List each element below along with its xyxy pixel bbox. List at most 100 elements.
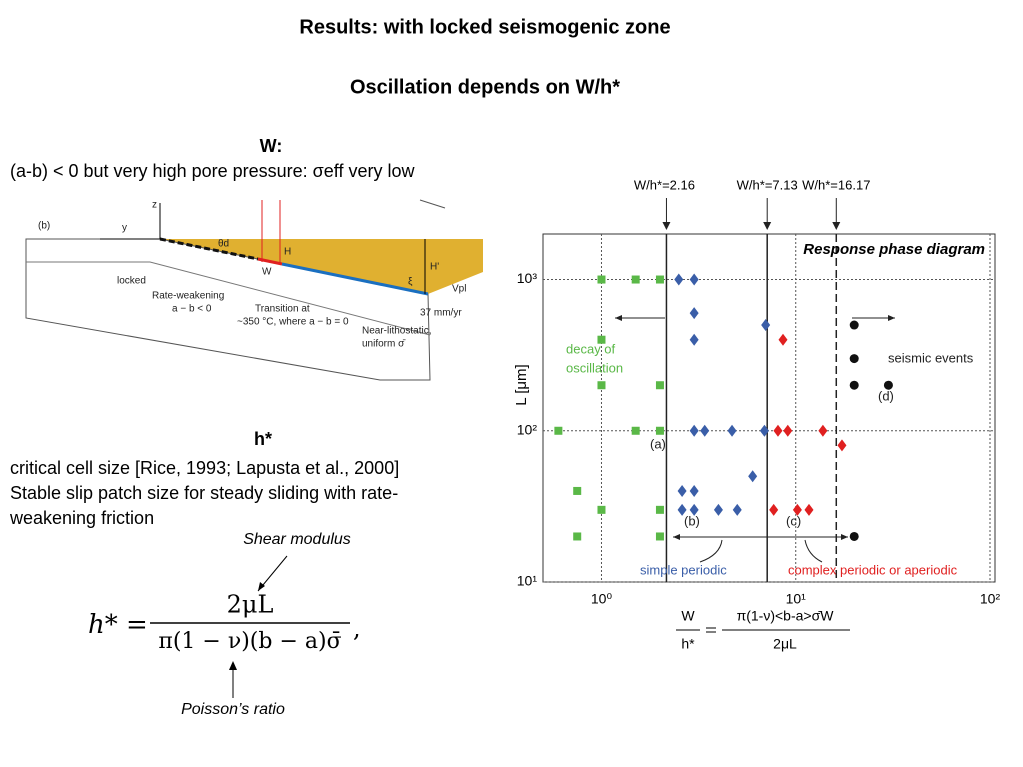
label: ξ xyxy=(408,277,413,288)
point xyxy=(804,503,814,516)
point xyxy=(597,335,606,344)
label: ~350 °C, where a − b = 0 xyxy=(237,317,349,328)
formula-tail: , xyxy=(353,615,361,643)
point xyxy=(655,381,664,390)
poisson-label: Poisson’s ratio xyxy=(181,701,285,718)
h-line: critical cell size [Rice, 1993; Lapusta … xyxy=(10,458,399,478)
y-axis-label: L [μm] xyxy=(513,364,530,405)
label: Vpl xyxy=(452,284,466,295)
point xyxy=(818,424,828,437)
point xyxy=(554,426,563,435)
surface xyxy=(419,199,446,209)
point xyxy=(677,503,687,516)
arrow-head xyxy=(229,661,237,670)
point xyxy=(677,484,687,497)
point xyxy=(655,505,664,514)
point xyxy=(837,439,847,452)
subtitle: Oscillation depends on W/h* xyxy=(350,76,620,98)
label: y xyxy=(122,223,127,234)
annotation: simple periodic xyxy=(640,562,727,577)
label: Near-lithostatic, xyxy=(362,326,431,337)
point xyxy=(674,273,684,286)
point xyxy=(689,424,699,437)
lithostatic-zone xyxy=(281,262,429,296)
point xyxy=(631,275,640,284)
y-tick-label: 10¹ xyxy=(517,573,538,589)
h-heading: h* xyxy=(254,429,272,449)
x-tick-label: 10¹ xyxy=(786,591,807,607)
point xyxy=(573,532,582,541)
point xyxy=(689,503,699,516)
point xyxy=(759,424,769,437)
cross-section: (b) y z θd H H' W ξ Vpl locked Rate-weak… xyxy=(25,199,483,381)
annotation: complex periodic or aperiodic xyxy=(788,562,958,577)
threshold-label: W/h*=16.17 xyxy=(802,177,870,192)
plot-frame xyxy=(542,233,996,583)
y-tick-label: 10² xyxy=(517,421,538,437)
point xyxy=(732,503,742,516)
arrow-head xyxy=(841,534,848,540)
chart-title: Response phase diagram xyxy=(803,241,985,258)
pointer xyxy=(699,539,723,563)
arrow-head xyxy=(763,222,772,230)
label: uniform σ̄ xyxy=(362,339,406,350)
point xyxy=(883,380,893,390)
title: Results: with locked seismogenic zone xyxy=(299,16,670,38)
point xyxy=(700,424,710,437)
slab-line xyxy=(26,261,431,336)
point xyxy=(769,503,779,516)
label: a − b < 0 xyxy=(172,304,212,315)
locked-zone xyxy=(159,237,259,261)
x-label: W xyxy=(681,608,695,624)
threshold-label: W/h*=7.13 xyxy=(737,177,798,192)
annotation: (b) xyxy=(684,513,700,528)
label: Transition at xyxy=(255,304,310,315)
point xyxy=(849,354,859,364)
point xyxy=(773,424,783,437)
point xyxy=(778,333,788,346)
x-tick-label: 10² xyxy=(980,591,1001,607)
x-tick-label: 10⁰ xyxy=(591,591,613,607)
h-line: weakening friction xyxy=(9,508,154,528)
point xyxy=(597,505,606,514)
label: (b) xyxy=(38,221,50,232)
annotation: (a) xyxy=(650,436,666,451)
x-label: 2μL xyxy=(773,636,797,652)
annotation: oscillation xyxy=(566,360,623,375)
label: 37 mm/yr xyxy=(420,308,462,319)
label: W xyxy=(262,267,272,278)
label: H xyxy=(284,247,291,258)
arrow-head xyxy=(258,582,265,591)
point xyxy=(792,503,802,516)
label: Rate-weakening xyxy=(152,291,224,302)
point xyxy=(597,381,606,390)
arrow-head xyxy=(888,315,895,321)
arrow-head xyxy=(832,222,841,230)
label: θd xyxy=(218,239,229,250)
label: H' xyxy=(430,262,439,273)
arrow-head xyxy=(615,315,622,321)
x-label: π(1-ν)<b-a>σ̄W xyxy=(737,608,835,624)
point xyxy=(849,531,859,541)
annotation: (c) xyxy=(786,513,801,528)
point xyxy=(849,380,859,390)
arrow-head xyxy=(673,534,680,540)
point xyxy=(689,484,699,497)
point xyxy=(655,275,664,284)
threshold-label: W/h*=2.16 xyxy=(634,177,695,192)
arrow-head xyxy=(662,222,671,230)
point xyxy=(631,426,640,435)
point xyxy=(713,503,723,516)
h-line: Stable slip patch size for steady slidin… xyxy=(10,483,398,503)
formula-num: 2μL xyxy=(227,591,274,619)
formula: h* = 2μL π(1 − ν)(b − a)σ̄ , xyxy=(88,591,361,655)
point xyxy=(597,275,606,284)
y-tick-label: 10³ xyxy=(517,270,538,286)
formula-lhs: h* = xyxy=(88,610,148,640)
point xyxy=(655,532,664,541)
label: z xyxy=(152,200,157,211)
point xyxy=(689,273,699,286)
point xyxy=(849,320,859,330)
formula-den: π(1 − ν)(b − a)σ̄ xyxy=(158,629,341,654)
wedge xyxy=(160,239,483,294)
